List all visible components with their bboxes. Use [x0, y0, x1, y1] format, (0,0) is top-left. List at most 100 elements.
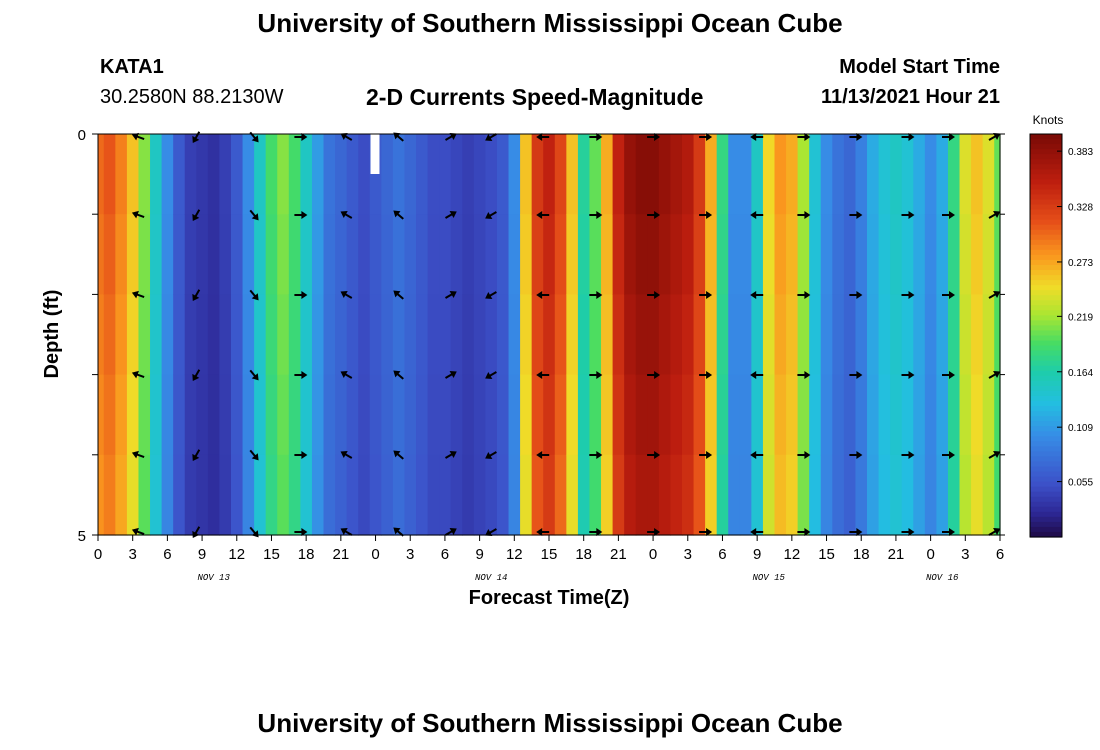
heatmap-cell	[277, 134, 290, 215]
heatmap-cell	[716, 294, 729, 376]
heatmap-cell	[913, 214, 926, 295]
heatmap-cell	[786, 214, 799, 295]
heatmap-cell	[843, 454, 857, 536]
current-vector-arrow	[589, 211, 603, 219]
colorbar-segment	[1030, 451, 1062, 457]
heatmap-cell	[254, 294, 267, 376]
heatmap-cell	[323, 134, 336, 215]
heatmap-cell	[207, 374, 221, 456]
current-vector-arrow	[988, 211, 1001, 219]
colorbar-segment	[1030, 149, 1062, 155]
colorbar-segment	[1030, 214, 1062, 221]
heatmap-cell	[681, 214, 695, 295]
heatmap-cell	[751, 134, 764, 215]
x-axis-tick-label: 9	[475, 546, 483, 563]
current-vector-arrow	[131, 210, 145, 219]
heatmap-cell	[820, 454, 833, 536]
heatmap-cell	[439, 294, 452, 376]
heatmap-cell	[774, 294, 787, 376]
colorbar-segment	[1030, 421, 1062, 427]
current-vector-arrow	[901, 371, 915, 379]
heatmap-cell	[589, 454, 602, 536]
heatmap-missing-data	[370, 134, 380, 174]
heatmap-cell	[265, 454, 278, 536]
heatmap-cell	[473, 454, 486, 536]
heatmap-cell	[774, 134, 787, 215]
current-vector-arrow	[988, 133, 1001, 141]
heatmap-cell	[647, 454, 660, 536]
current-vector-arrow	[647, 291, 661, 299]
heatmap-cell	[184, 214, 197, 295]
current-vector-arrow	[750, 528, 764, 536]
heatmap-cell	[612, 214, 625, 295]
colorbar-segment	[1030, 310, 1062, 316]
heatmap-cell	[439, 134, 452, 215]
heatmap-cell	[242, 454, 255, 536]
current-vector-arrow	[485, 528, 497, 536]
heatmap-cell	[601, 294, 614, 376]
current-vector-arrow	[988, 371, 1001, 379]
colorbar-segment	[1030, 370, 1062, 377]
colorbar-segment	[1030, 360, 1062, 367]
heatmap-cell	[196, 294, 209, 376]
colorbar-segment	[1030, 244, 1062, 251]
heatmap-cell	[705, 374, 718, 456]
colorbar-segment	[1030, 501, 1062, 508]
current-vector-arrow	[340, 528, 353, 536]
colorbar-segment	[1030, 144, 1062, 150]
heatmap-cell	[103, 214, 116, 295]
current-vector-arrow	[797, 291, 811, 299]
heatmap-cell	[369, 374, 382, 456]
colorbar-tick-label: 0.273	[1068, 258, 1093, 269]
x-axis-tick-label: 18	[298, 546, 315, 563]
heatmap-cell	[254, 374, 267, 456]
heatmap-cell	[890, 134, 903, 215]
heatmap-cell	[508, 134, 521, 215]
heatmap-cell	[947, 294, 961, 376]
x-axis-tick-label: 12	[228, 546, 245, 563]
current-vector-arrow	[294, 133, 308, 141]
heatmap-cell	[392, 134, 406, 215]
colorbar-segment	[1030, 406, 1062, 412]
heatmap-cell	[230, 454, 244, 536]
heatmap-cell	[901, 374, 914, 456]
colorbar-segment	[1030, 481, 1062, 488]
heatmap-cell	[901, 214, 914, 295]
heatmap-cell	[577, 294, 591, 376]
current-vector-arrow	[901, 211, 915, 219]
colorbar-segment	[1030, 139, 1062, 145]
heatmap-cell	[647, 374, 660, 456]
heatmap-cell	[913, 294, 926, 376]
heatmap-cell	[520, 454, 533, 536]
colorbar-segment	[1030, 471, 1062, 478]
heatmap-cell	[762, 214, 776, 295]
heatmap-cell	[554, 134, 567, 215]
current-vector-arrow	[901, 528, 915, 536]
current-vector-arrow	[536, 133, 550, 141]
heatmap-cell	[658, 374, 672, 456]
heatmap-cell	[98, 134, 105, 215]
colorbar: 0.383 0.328 0.273 0.219 0.164 0.109 0.055	[1029, 133, 1093, 538]
heatmap-cell	[138, 134, 151, 215]
colorbar-segment	[1030, 199, 1062, 206]
colorbar-segment	[1030, 466, 1062, 473]
heatmap-cell	[300, 374, 313, 456]
heatmap-cell	[705, 294, 718, 376]
current-vector-arrow	[294, 211, 308, 219]
current-vector-arrow	[797, 528, 811, 536]
current-vector-arrow	[294, 451, 308, 459]
heatmap-cell	[994, 374, 1001, 456]
heatmap-cell	[832, 454, 845, 536]
heatmap-cell	[103, 454, 116, 536]
heatmap-cell	[242, 374, 255, 456]
colorbar-segment	[1030, 350, 1062, 357]
heatmap-cell	[196, 374, 209, 456]
heatmap-cell	[971, 134, 984, 215]
heatmap-cell	[878, 214, 891, 295]
heatmap-cell	[670, 294, 683, 376]
current-vector-arrow	[536, 371, 550, 379]
heatmap-cell	[485, 454, 498, 536]
current-vector-arrow	[192, 526, 201, 539]
heatmap-cell	[832, 294, 845, 376]
heatmap-cell	[855, 454, 868, 536]
